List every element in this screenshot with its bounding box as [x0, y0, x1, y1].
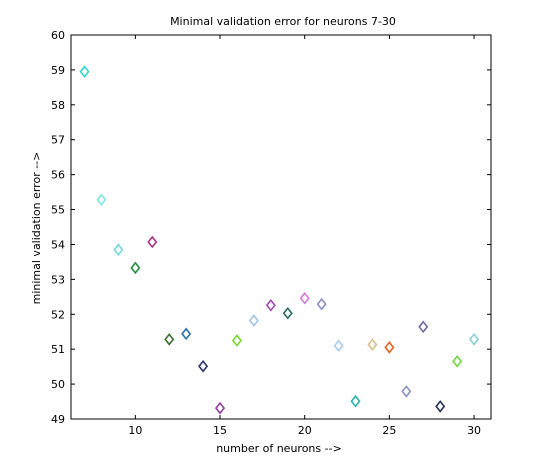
data-point-marker: [452, 355, 463, 368]
y-tick-label: 49: [51, 413, 65, 426]
y-tick-label: 52: [51, 308, 65, 321]
data-point-marker: [248, 314, 259, 327]
axis-ticks: 10 15 20 25 30 49 50 51 52 53 54 55 56 57 58 59 60: [51, 29, 491, 437]
data-point-marker: [181, 327, 192, 341]
data-point-marker: [96, 193, 107, 207]
y-tick-label: 55: [51, 204, 65, 217]
data-points: [79, 65, 480, 415]
y-tick-label: 58: [51, 99, 65, 112]
data-point-marker: [265, 298, 276, 312]
data-point-marker: [384, 341, 395, 354]
y-tick-label: 51: [51, 343, 65, 356]
data-point-marker: [316, 297, 327, 311]
plot-area: [70, 34, 492, 420]
data-point-marker: [299, 291, 310, 305]
y-tick-label: 56: [51, 169, 65, 182]
data-point-marker: [164, 333, 175, 346]
y-tick-label: 50: [51, 378, 65, 391]
data-point-marker: [333, 339, 344, 352]
y-axis-label: minimal validation error -->: [30, 152, 43, 305]
y-tick-label: 53: [51, 273, 65, 286]
data-point-marker: [79, 65, 90, 78]
data-point-marker: [147, 235, 158, 249]
data-point-marker: [401, 385, 412, 398]
data-point-marker: [130, 261, 141, 275]
y-tick-label: 59: [51, 64, 65, 77]
data-point-marker: [282, 306, 293, 320]
x-tick-label: 10: [128, 424, 142, 437]
y-tick-label: 57: [51, 134, 65, 147]
x-tick-label: 15: [213, 424, 227, 437]
x-axis-label: number of neurons -->: [216, 442, 342, 455]
data-point-marker: [350, 394, 361, 408]
data-point-marker: [418, 320, 429, 334]
data-point-marker: [367, 338, 378, 351]
y-tick-label: 54: [51, 238, 65, 251]
data-point-marker: [435, 400, 446, 413]
x-tick-label: 25: [382, 424, 396, 437]
x-tick-label: 30: [467, 424, 481, 437]
chart-title: Minimal validation error for neurons 7-3…: [170, 15, 396, 28]
data-point-marker: [113, 243, 124, 256]
data-point-marker: [231, 334, 242, 347]
y-tick-label: 60: [51, 29, 65, 42]
data-point-marker: [198, 360, 209, 373]
data-point-marker: [469, 333, 480, 346]
x-tick-label: 20: [298, 424, 312, 437]
data-point-marker: [215, 401, 226, 415]
